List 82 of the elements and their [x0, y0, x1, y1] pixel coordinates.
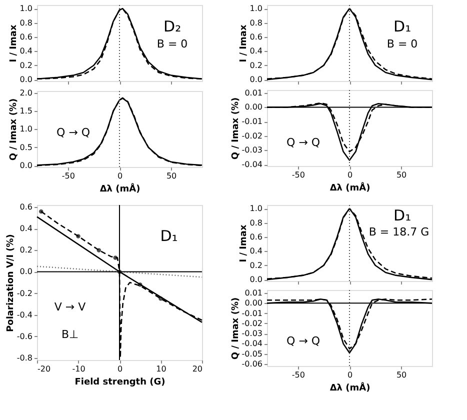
- y-tick-label: -0.01: [242, 117, 262, 126]
- y-axis-title: Polarization V/I (%): [6, 234, 16, 332]
- x-tick-label: -50: [292, 170, 305, 180]
- y-tick-label: 0.6: [250, 32, 262, 42]
- annotation: D₁: [394, 206, 412, 225]
- y-tick-label: 1.0: [20, 4, 32, 14]
- x-tick-label: 50: [166, 172, 177, 180]
- y-tick-label: -0.03: [242, 329, 262, 338]
- y-tick-label: -0.8: [16, 353, 32, 362]
- y-tick-label: 0.0: [250, 75, 262, 84]
- y-tick-label: -0.06: [242, 359, 262, 368]
- annotation: B⊥: [61, 328, 79, 342]
- y-tick-label: 0.8: [250, 18, 262, 28]
- y-tick-label: -0.03: [242, 146, 262, 155]
- annotation: B = 0: [156, 38, 188, 51]
- y-tick-label: 1.0: [250, 204, 262, 214]
- annotation: D₂: [164, 17, 182, 36]
- y-tick-label: 0.6: [20, 32, 32, 42]
- x-axis-title: Δλ (mÅ): [330, 182, 370, 194]
- y-tick-label: 0.8: [20, 18, 32, 28]
- annotation: D₁: [160, 227, 178, 245]
- x-tick-label: 0: [347, 370, 353, 380]
- y-tick-label: 1.0: [20, 124, 32, 134]
- y-tick-label: 0.4: [20, 46, 32, 56]
- x-axis-title: Δλ (mÅ): [330, 382, 370, 394]
- y-tick-label: -0.02: [242, 318, 262, 328]
- x-tick-label: -50: [292, 370, 305, 380]
- y-tick-label: 1.5: [20, 106, 32, 116]
- y-tick-label: 0.0: [20, 75, 32, 84]
- y-tick-label: 0.4: [20, 224, 32, 234]
- y-tick-label: 0.5: [20, 142, 32, 152]
- y-tick-label: 2.0: [20, 88, 32, 98]
- x-axis-title: Field strength (G): [74, 378, 166, 388]
- y-tick-label: -0.6: [16, 332, 32, 341]
- y-tick-label: 0.6: [20, 202, 32, 212]
- x-tick-label: 0: [117, 172, 123, 180]
- y-tick-label: 0.8: [250, 218, 262, 228]
- y-tick-label: 0.0: [250, 275, 262, 284]
- annotation: Q → Q: [56, 126, 90, 139]
- y-axis-title: Q / Imax (%): [230, 297, 241, 360]
- y-tick-label: 0.0: [20, 267, 32, 276]
- y-tick-label: 0.00: [244, 298, 262, 308]
- y-tick-label: 0.2: [20, 246, 32, 255]
- y-tick-label: 0.2: [250, 260, 262, 270]
- y-tick-label: -0.4: [16, 310, 32, 320]
- x-tick-label: -50: [62, 172, 75, 180]
- y-tick-label: 0.4: [250, 46, 262, 56]
- annotation: B = 18.7 G: [368, 225, 430, 238]
- x-tick-label: -20: [38, 364, 51, 374]
- x-tick-label: 0: [347, 170, 353, 180]
- y-axis-title: Q / Imax (%): [8, 98, 19, 161]
- y-tick-label: -0.04: [242, 160, 262, 170]
- annotation: Q → Q: [286, 334, 320, 348]
- y-tick-label: -0.2: [16, 288, 32, 298]
- y-tick-label: 0.01: [244, 288, 262, 298]
- x-tick-label: 20: [192, 364, 202, 374]
- y-axis-title: I / Imax: [238, 24, 249, 62]
- y-tick-label: 0.2: [20, 60, 32, 70]
- annotation: B = 0: [386, 38, 418, 51]
- y-axis-title: Q / Imax (%): [230, 97, 241, 160]
- x-tick-label: 50: [396, 170, 407, 180]
- x-tick-label: 50: [396, 370, 407, 380]
- y-axis-title: I / Imax: [238, 224, 249, 262]
- y-axis-title: I / Imax: [8, 24, 19, 62]
- y-tick-label: 0.6: [250, 232, 262, 242]
- y-tick-label: 0.4: [250, 246, 262, 256]
- y-tick-label: 0.00: [244, 102, 262, 112]
- y-tick-label: 0.0: [20, 161, 32, 170]
- y-tick-label: 0.2: [250, 60, 262, 70]
- y-tick-label: 1.0: [250, 4, 262, 14]
- x-tick-label: -10: [72, 364, 86, 374]
- y-tick-label: -0.04: [242, 339, 262, 348]
- annotation: Q → Q: [286, 136, 320, 150]
- x-axis-title: Δλ (mÅ): [100, 182, 140, 194]
- annotation: D₁: [394, 17, 412, 36]
- annotation: V → V: [54, 300, 86, 314]
- y-tick-label: -0.05: [242, 349, 262, 358]
- y-tick-label: 0.01: [244, 88, 262, 98]
- y-tick-label: -0.02: [242, 131, 262, 140]
- x-tick-label: 0: [117, 364, 123, 374]
- y-tick-label: -0.01: [242, 308, 262, 318]
- x-tick-label: 10: [156, 364, 166, 374]
